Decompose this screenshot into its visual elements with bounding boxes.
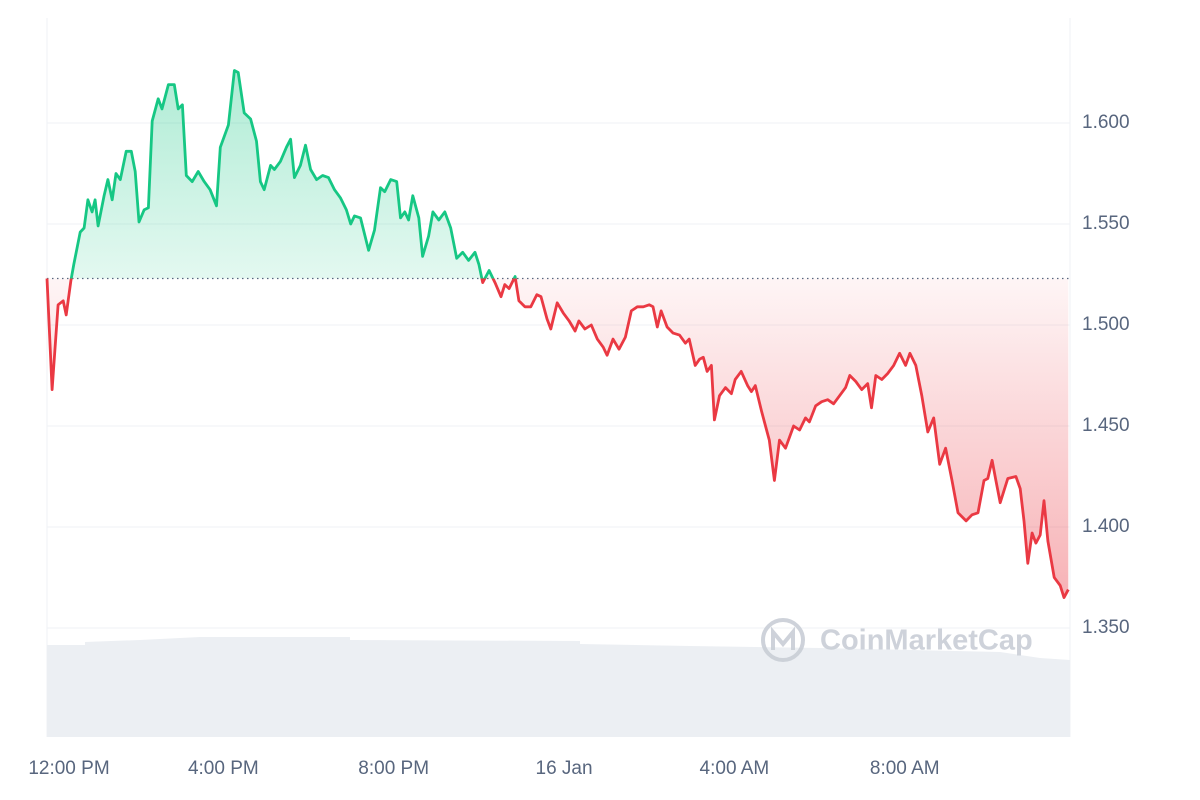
watermark-logo bbox=[771, 626, 795, 650]
x-tick-label: 8:00 AM bbox=[870, 758, 940, 779]
x-tick-label: 16 Jan bbox=[536, 758, 593, 779]
y-tick-label: 1.500 bbox=[1082, 314, 1130, 335]
x-tick-label: 12:00 PM bbox=[28, 758, 109, 779]
y-tick-label: 1.550 bbox=[1082, 213, 1130, 234]
price-line bbox=[45, 69, 1070, 599]
x-tick-label: 8:00 PM bbox=[358, 758, 429, 779]
y-tick-label: 1.600 bbox=[1082, 112, 1130, 133]
volume-area bbox=[47, 637, 1070, 737]
y-tick-label: 1.350 bbox=[1082, 617, 1130, 638]
y-tick-label: 1.400 bbox=[1082, 516, 1130, 537]
y-tick-label: 1.450 bbox=[1082, 415, 1130, 436]
watermark: CoinMarketCap bbox=[761, 618, 1033, 662]
watermark-text: CoinMarketCap bbox=[820, 625, 1033, 657]
x-tick-label: 4:00 AM bbox=[700, 758, 770, 779]
x-tick-label: 4:00 PM bbox=[188, 758, 259, 779]
area-fill bbox=[47, 70, 1069, 598]
watermark-logo bbox=[761, 618, 805, 662]
